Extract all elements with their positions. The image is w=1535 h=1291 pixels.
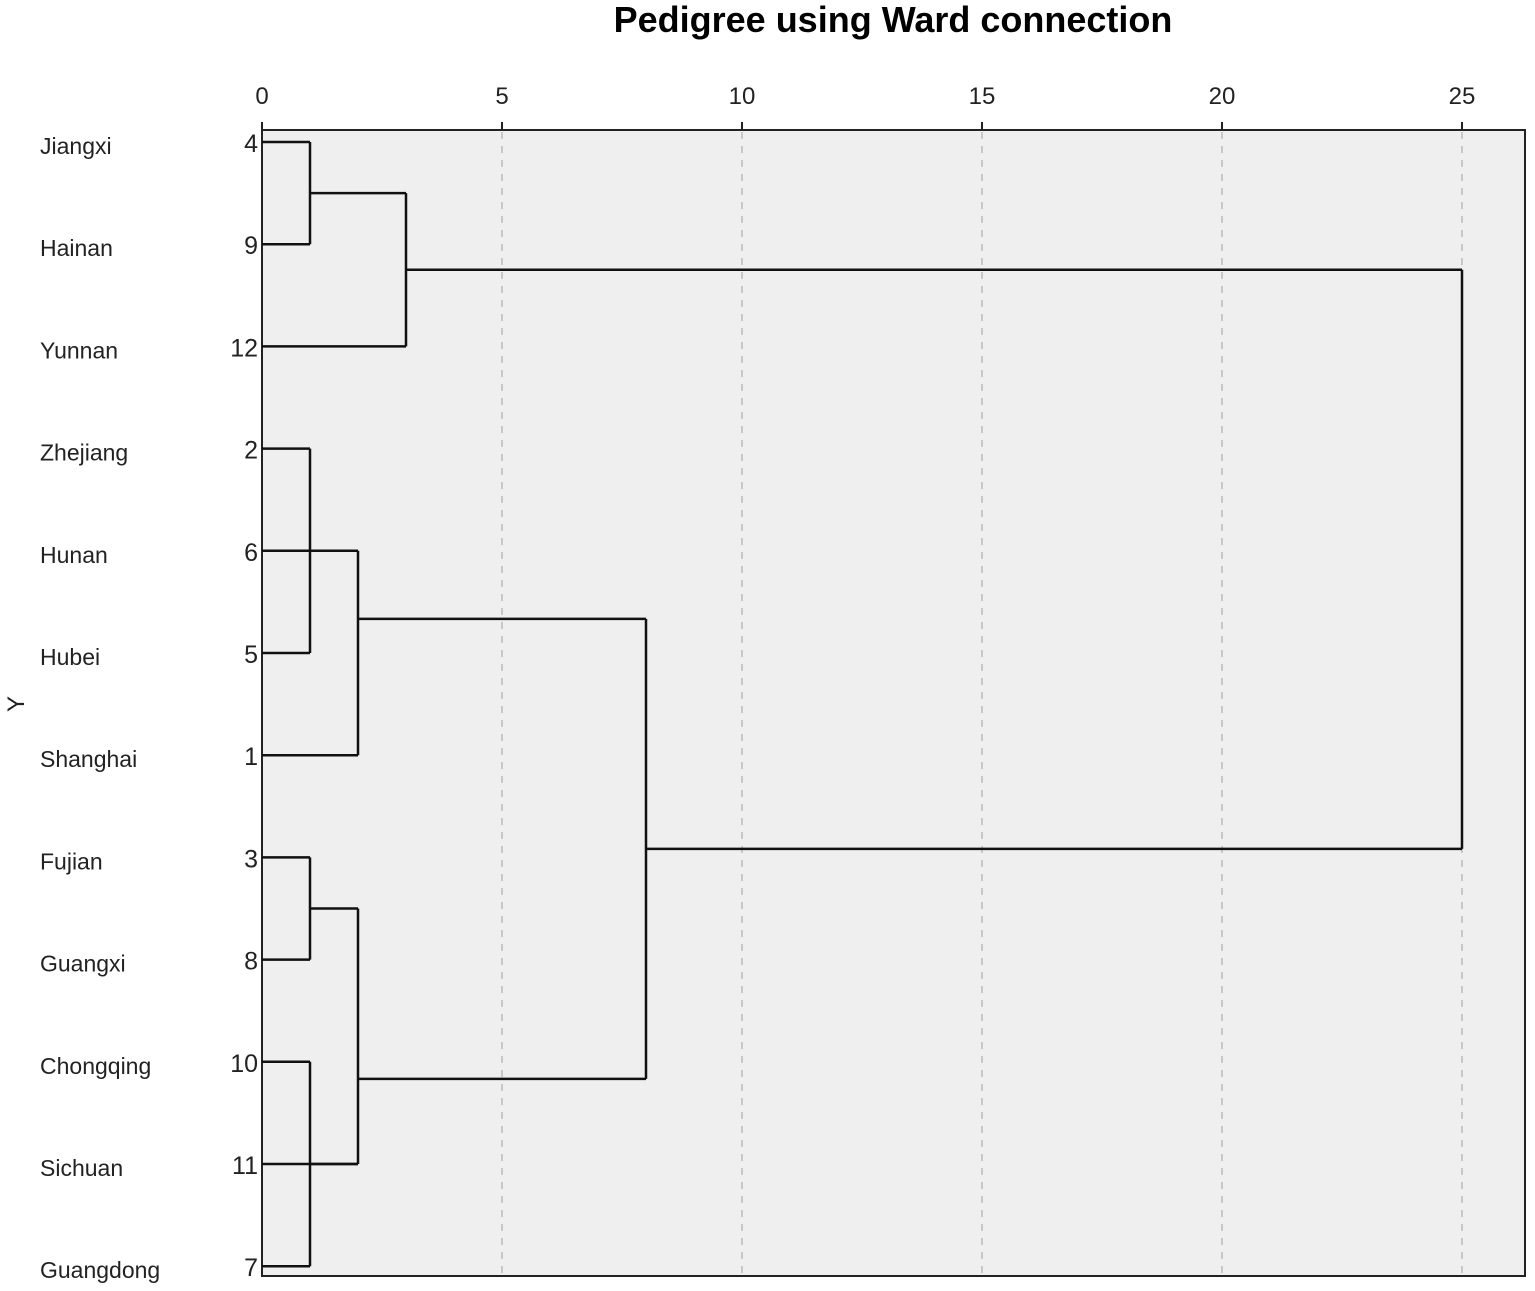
x-tick-label: 25	[1449, 83, 1476, 110]
leaf-id-label: 9	[244, 232, 258, 260]
leaf-name-label: Fujian	[40, 848, 103, 874]
x-tick-label: 20	[1209, 83, 1236, 110]
leaf-name-label: Hubei	[40, 644, 100, 670]
leaf-name-label: Hunan	[40, 542, 108, 568]
leaf-id-label: 4	[244, 130, 258, 158]
leaf-id-label: 8	[244, 948, 258, 976]
leaf-id-label: 7	[244, 1254, 258, 1282]
leaf-id-label: 3	[244, 845, 258, 873]
leaf-name-label: Yunnan	[40, 337, 118, 363]
plot-area	[261, 129, 1526, 1277]
x-tick-label: 10	[729, 83, 756, 110]
x-tick-label: 0	[255, 83, 268, 110]
leaf-name-label: Jiangxi	[40, 133, 112, 159]
x-tick-label: 15	[969, 83, 996, 110]
leaf-name-label: Chongqing	[40, 1053, 151, 1079]
leaf-name-label: Guangdong	[40, 1257, 160, 1283]
leaf-id-label: 11	[232, 1152, 258, 1180]
leaf-name-label: Shanghai	[40, 746, 137, 772]
x-axis-ticks: 0 5 10 15 20 25	[255, 83, 1475, 130]
leaf-name-label: Sichuan	[40, 1155, 123, 1181]
leaf-labels: Jiangxi 4 Hainan 9 Yunnan 12 Zhejiang 2 Hunan 6 Hu…	[40, 130, 258, 1283]
chart-title: Pedigree using Ward connection	[614, 0, 1173, 40]
leaf-id-label: 5	[244, 641, 258, 669]
y-axis-label: Y	[3, 696, 30, 712]
leaf-name-label: Guangxi	[40, 951, 126, 977]
leaf-id-label: 1	[244, 743, 258, 771]
leaf-name-label: Zhejiang	[40, 440, 128, 466]
x-tick-label: 5	[495, 83, 508, 110]
leaf-id-label: 2	[244, 437, 258, 465]
leaf-id-label: 10	[230, 1050, 258, 1078]
dendrogram-links	[262, 140, 1464, 1268]
leaf-name-label: Hainan	[40, 235, 113, 261]
leaf-id-label: 6	[244, 539, 258, 567]
leaf-id-label: 12	[230, 334, 258, 362]
